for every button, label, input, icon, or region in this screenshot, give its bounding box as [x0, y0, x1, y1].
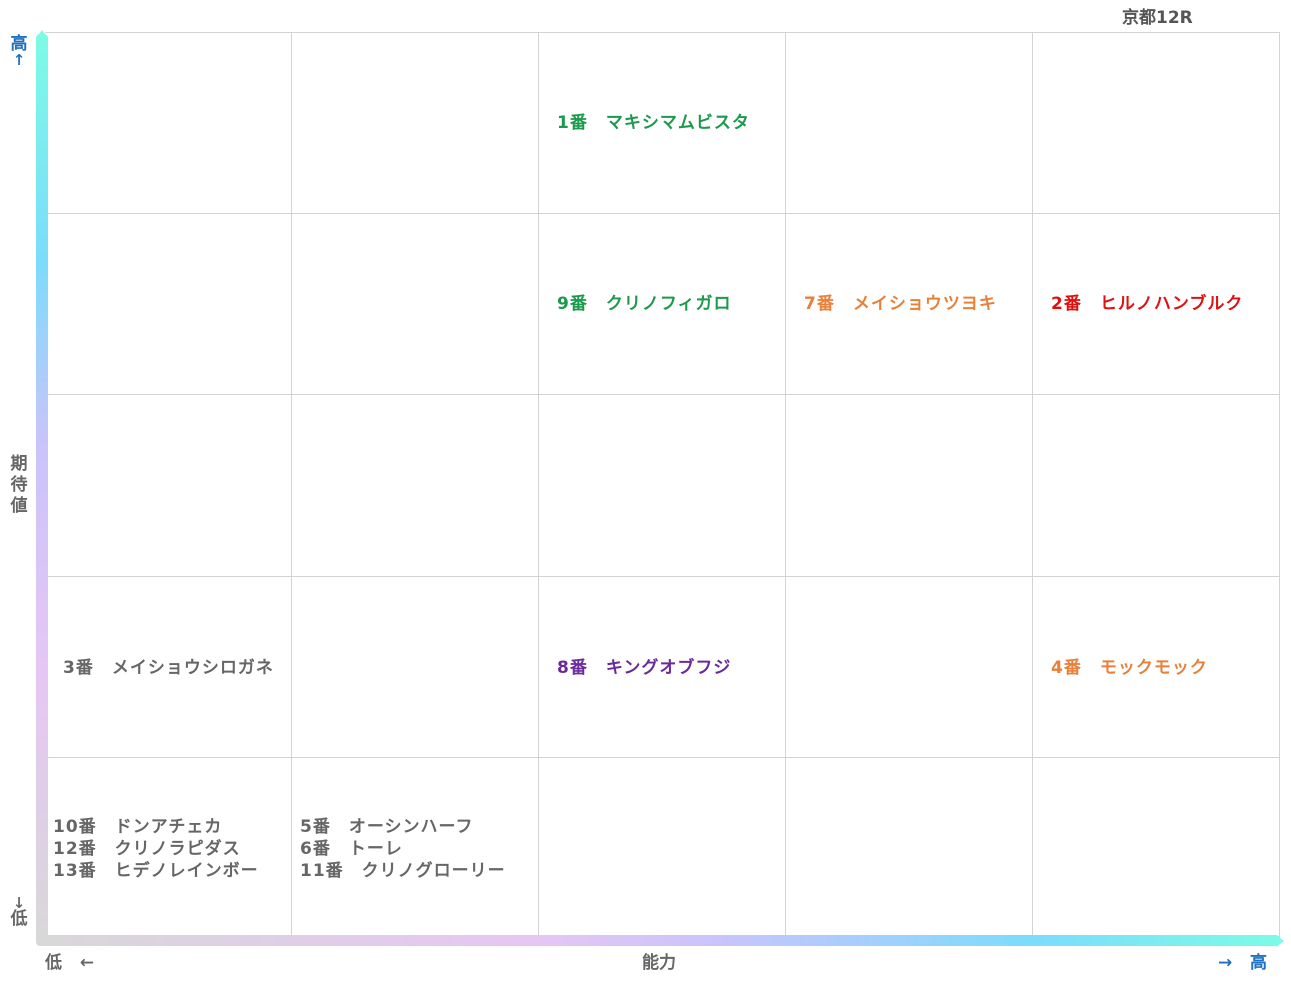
horse-label: 10番 ドンアチェカ: [53, 817, 223, 838]
grid-cell: [539, 395, 786, 577]
grid-cell: [786, 213, 1033, 396]
horse-label: 3番 メイショウシロガネ: [63, 657, 274, 678]
y-axis-title-char: 期: [10, 454, 28, 474]
horse-group: 8番 キングオブフジ: [557, 657, 731, 679]
y-axis-low-label: ↓ 低: [9, 896, 29, 928]
grid-cell: [1033, 213, 1280, 396]
grid-cell: [292, 213, 539, 396]
grid-cell: [786, 758, 1033, 940]
x-low-text: 低: [45, 953, 62, 973]
x-high-arrow: →: [1218, 953, 1233, 973]
horse-label: 11番 クリノグローリー: [300, 861, 506, 882]
grid-cell: [292, 32, 539, 214]
grid-cell: [539, 576, 786, 759]
horse-group: 5番 オーシンハーフ 6番 トーレ 11番 クリノグローリー: [300, 816, 506, 882]
grid-cell: [539, 32, 786, 214]
y-axis-arrowhead: [36, 30, 48, 38]
grid-cell: [292, 576, 539, 759]
horse-label: 2番 ヒルノハンブルク: [1051, 294, 1244, 315]
grid-cell: [292, 395, 539, 577]
horse-group: 3番 メイショウシロガネ: [63, 657, 274, 679]
x-low-arrow: ←: [79, 953, 95, 973]
grid-cell: [1033, 576, 1280, 759]
grid-cell: [539, 758, 786, 940]
horse-label: 4番 モックモック: [1051, 657, 1208, 678]
grid-cell: [45, 32, 292, 214]
y-axis-title-char: 待: [10, 475, 28, 495]
grid-cell: [786, 32, 1033, 214]
y-high-arrow: ↑: [12, 51, 26, 69]
horse-label: 7番 メイショウツヨキ: [804, 294, 997, 315]
horse-label: 5番 オーシンハーフ: [300, 817, 474, 838]
grid-cell: [45, 395, 292, 577]
grid-cell: [1033, 32, 1280, 214]
grid-cell: [539, 213, 786, 396]
horse-group: 9番 クリノフィガロ: [557, 293, 732, 315]
horse-label: 1番 マキシマムビスタ: [557, 112, 750, 133]
race-title: 京都12R: [1122, 8, 1193, 28]
grid-cell: [1033, 395, 1280, 577]
horse-group: 10番 ドンアチェカ 12番 クリノラピダス 13番 ヒデノレインボー: [53, 816, 259, 882]
grid-cell: [1033, 758, 1280, 940]
y-high-text: 高: [10, 34, 28, 54]
y-axis-high-label: 高 ↑: [9, 36, 29, 68]
horse-label: 8番 キングオブフジ: [557, 657, 732, 678]
x-axis-arrowhead: [1276, 935, 1284, 947]
horse-label: 6番 トーレ: [300, 839, 403, 860]
horse-label: 12番 クリノラピダス: [53, 839, 241, 860]
x-axis-high-label: → 高: [1218, 955, 1267, 972]
y-axis-title: 期待値: [9, 456, 29, 519]
x-axis-low-label: 低 ←: [45, 955, 94, 972]
x-axis-bar: [36, 935, 1280, 946]
horse-group: 7番 メイショウツヨキ: [804, 293, 997, 315]
horse-group: 1番 マキシマムビスタ: [557, 112, 750, 134]
grid-cell: [45, 576, 292, 759]
y-axis-bar: [36, 34, 48, 944]
y-low-arrow: ↓: [12, 894, 26, 912]
horse-group: 4番 モックモック: [1051, 657, 1208, 679]
y-axis-title-char: 値: [10, 496, 28, 516]
horse-label: 9番 クリノフィガロ: [557, 294, 732, 315]
x-high-text: 高: [1250, 953, 1268, 973]
horse-group: 2番 ヒルノハンブルク: [1051, 293, 1243, 315]
grid-cell: [786, 576, 1033, 759]
y-low-text: 低: [10, 909, 28, 929]
x-axis-title: 能力: [642, 953, 676, 973]
grid-cell: [786, 395, 1033, 577]
horse-label: 13番 ヒデノレインボー: [53, 861, 259, 882]
grid-cell: [45, 213, 292, 396]
